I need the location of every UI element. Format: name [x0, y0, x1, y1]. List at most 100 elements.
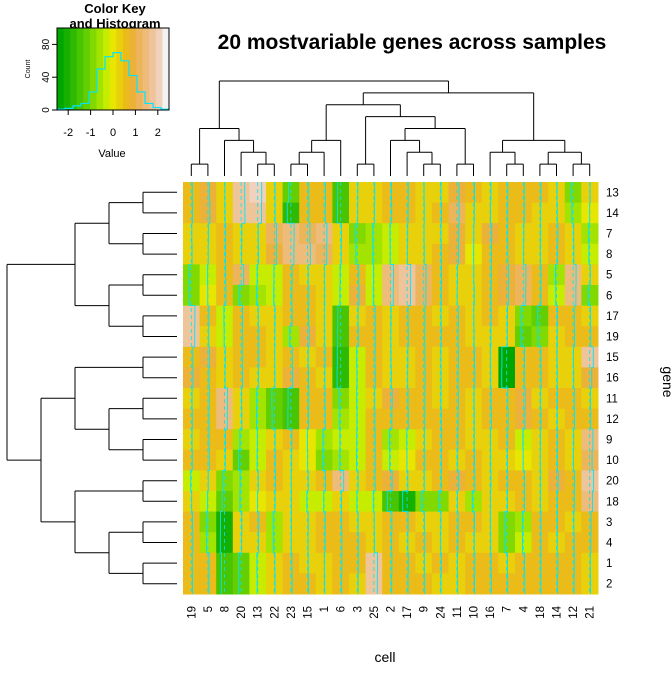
heatmap-cell: [216, 491, 234, 513]
trace-line: [456, 182, 460, 594]
heatmap-cell: [315, 470, 333, 492]
row-label: 4: [606, 538, 613, 550]
color-key-subtitle: and Histogram: [69, 16, 160, 31]
y-axis-label: gene: [660, 366, 672, 397]
heatmap-cell: [282, 408, 300, 430]
heatmap-cell: [249, 449, 267, 471]
heatmap-cell: [332, 408, 350, 430]
heatmap-cell: [299, 408, 317, 430]
heatmap-cell: [448, 408, 466, 430]
heatmap-cell: [498, 470, 516, 492]
heatmap-cell: [216, 408, 234, 430]
heatmap-cell: [199, 491, 217, 513]
heatmap-cell: [481, 388, 499, 410]
heatmap-cell: [481, 408, 499, 430]
heatmap-cell: [382, 408, 400, 430]
heatmap-cell: [548, 408, 566, 430]
heatmap-cell: [515, 367, 533, 389]
heatmap-cell: [315, 388, 333, 410]
heatmap-cell: [398, 470, 416, 492]
heatmap-cell: [548, 429, 566, 451]
row-label: 19: [606, 332, 619, 344]
trace-line: [372, 182, 378, 594]
heatmap-cell: [382, 429, 400, 451]
heatmap-cell: [448, 511, 466, 533]
trace-line: [520, 182, 527, 594]
color-key-band: [70, 28, 78, 110]
column-label: 10: [469, 606, 481, 619]
heatmap-cell: [498, 449, 516, 471]
color-key-band: [63, 28, 71, 110]
color-key-band: [122, 28, 130, 110]
row-label: 12: [606, 414, 619, 426]
heatmap-cell: [183, 449, 201, 471]
heatmap-cell: [349, 388, 367, 410]
color-key: Color Key and Histogram -2 -1 0 1 2 0 40 80 Va…: [25, 1, 170, 160]
heatmap-cell: [432, 491, 450, 513]
column-label: 5: [203, 606, 215, 612]
trace-line: [490, 182, 493, 594]
row-label: 18: [606, 496, 619, 508]
heatmap-cell: [216, 449, 234, 471]
heatmap-cell: [232, 429, 250, 451]
color-key-band: [129, 28, 137, 110]
heatmap-cell: [299, 388, 317, 410]
heatmap-cell: [548, 367, 566, 389]
heatmap-cell: [199, 408, 217, 430]
color-key-band: [149, 28, 157, 110]
row-label: 15: [606, 352, 619, 364]
heatmap-cell: [382, 511, 400, 533]
row-label: 6: [606, 290, 612, 302]
heatmap-cell: [382, 470, 400, 492]
column-label: 19: [186, 606, 198, 619]
heatmap-cell: [515, 429, 533, 451]
heatmap-cell: [382, 388, 400, 410]
x-axis-label: cell: [374, 649, 395, 665]
trace-line: [238, 182, 246, 594]
column-label: 15: [303, 606, 315, 619]
heatmap-cell: [249, 388, 267, 410]
column-label: 18: [535, 606, 547, 619]
heatmap-cell: [249, 367, 267, 389]
column-label: 17: [402, 606, 414, 619]
trace-line: [271, 182, 277, 594]
heatmap-cell: [349, 491, 367, 513]
heatmap-cell: [515, 491, 533, 513]
heatmap-cell: [432, 449, 450, 471]
heatmap-cell: [548, 470, 566, 492]
color-key-band: [103, 28, 111, 110]
heatmap-cell: [415, 408, 433, 430]
row-label: 3: [606, 517, 612, 529]
heatmap-cell: [382, 449, 400, 471]
heatmap-cell: [564, 408, 582, 430]
heatmap-cell: [448, 449, 466, 471]
heatmap-cell: [498, 429, 516, 451]
color-key-band: [83, 28, 91, 110]
heatmap-cell: [382, 367, 400, 389]
heatmap-cell: [581, 367, 599, 389]
trace-line: [188, 182, 196, 594]
heatmap-cell: [183, 388, 201, 410]
trace-line: [306, 182, 311, 594]
heatmap-cell: [216, 429, 234, 451]
heatmap-cell: [282, 449, 300, 471]
column-label: 8: [220, 606, 232, 612]
column-label: 11: [452, 606, 464, 618]
heatmap-cell: [332, 449, 350, 471]
heatmap-cell: [216, 388, 234, 410]
column-label: 14: [552, 605, 564, 618]
heatmap-cell: [498, 388, 516, 410]
heatmap-cell: [282, 367, 300, 389]
heatmap-cell: [498, 367, 516, 389]
heatmap-cell: [332, 429, 350, 451]
heatmap-cell: [548, 511, 566, 533]
trace-line: [322, 182, 328, 594]
chart-title: 20 mostvariable genes across samples: [218, 31, 607, 54]
heatmap-cell: [415, 449, 433, 471]
heatmap-cell: [581, 388, 599, 410]
row-label: 16: [606, 373, 619, 385]
heatmap-cell: [365, 449, 383, 471]
column-label: 9: [419, 606, 431, 612]
color-key-title: Color Key: [84, 1, 146, 16]
